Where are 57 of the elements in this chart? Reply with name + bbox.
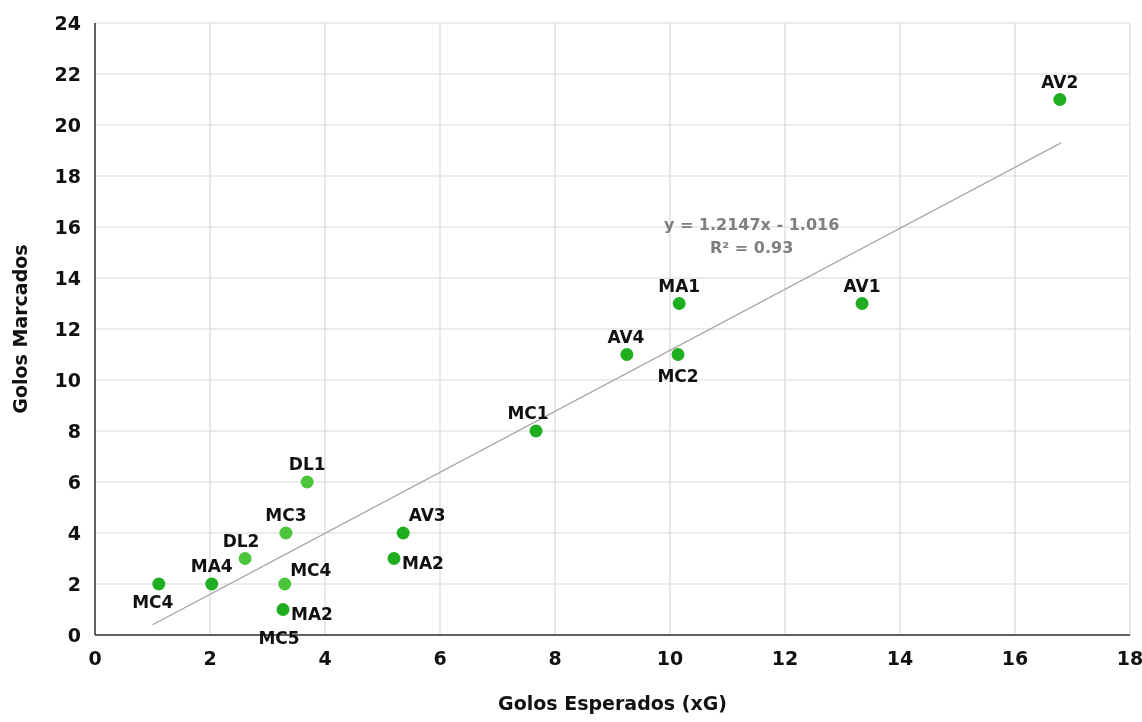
annotation: AV1 <box>843 275 881 296</box>
y-tick-label: 12 <box>54 317 81 340</box>
point <box>276 603 290 616</box>
annotation: y = 1.2147x - 1.016 <box>663 214 840 234</box>
point <box>387 552 401 565</box>
y-tick-label: 2 <box>67 572 81 595</box>
annotation: MC4 <box>132 592 174 612</box>
y-tick-label: 8 <box>67 419 81 442</box>
point <box>671 348 685 361</box>
annotation: AV2 <box>1041 71 1079 92</box>
y-tick-label: 24 <box>54 11 81 34</box>
point <box>1053 93 1067 106</box>
point <box>152 577 166 591</box>
x-tick-label: 0 <box>88 647 102 669</box>
annotation: DL1 <box>288 454 326 474</box>
point <box>300 475 314 489</box>
x-tick-label: 12 <box>771 647 799 669</box>
point <box>205 577 219 591</box>
point <box>855 297 869 310</box>
x-axis-title: Golos Esperados (xG) <box>498 692 727 714</box>
annotation: MA4 <box>190 556 233 576</box>
y-tick-label: 22 <box>54 62 81 85</box>
annotation: AV3 <box>408 505 446 525</box>
annotation: DL2 <box>222 530 260 551</box>
annotation: AV4 <box>607 326 645 347</box>
x-tick-label: 16 <box>1001 647 1029 669</box>
x-tick-label: 2 <box>203 647 217 669</box>
y-tick-label: 0 <box>67 623 81 646</box>
point <box>238 552 252 565</box>
annotation: MA2 <box>291 603 333 624</box>
y-tick-label: 20 <box>54 113 81 136</box>
annotation: MA1 <box>658 275 701 296</box>
annotation: MC1 <box>507 403 549 423</box>
annotation: MC2 <box>657 365 699 386</box>
x-tick-label: 4 <box>318 647 332 669</box>
annotation: MC3 <box>265 505 307 525</box>
point <box>529 424 543 438</box>
y-tick-label: 10 <box>54 368 81 391</box>
annotation: MA2 <box>402 552 444 573</box>
point <box>620 348 634 361</box>
x-tick-label: 8 <box>548 647 562 669</box>
y-tick-label: 16 <box>54 215 81 238</box>
point <box>672 297 686 310</box>
annotation: MC4 <box>290 560 332 580</box>
x-tick-label: 18 <box>1116 647 1142 669</box>
y-axis-title: Golos Marcados <box>9 244 31 414</box>
point <box>396 526 410 540</box>
y-tick-label: 4 <box>67 521 81 544</box>
x-tick-label: 6 <box>433 647 447 669</box>
point <box>278 577 292 591</box>
x-tick-label: 10 <box>656 647 684 669</box>
y-tick-label: 6 <box>67 470 81 493</box>
annotation: R² = 0.93 <box>709 237 794 257</box>
x-tick-label: 14 <box>886 647 914 669</box>
point <box>279 526 293 540</box>
y-tick-label: 14 <box>54 266 81 289</box>
y-tick-label: 18 <box>54 164 81 187</box>
